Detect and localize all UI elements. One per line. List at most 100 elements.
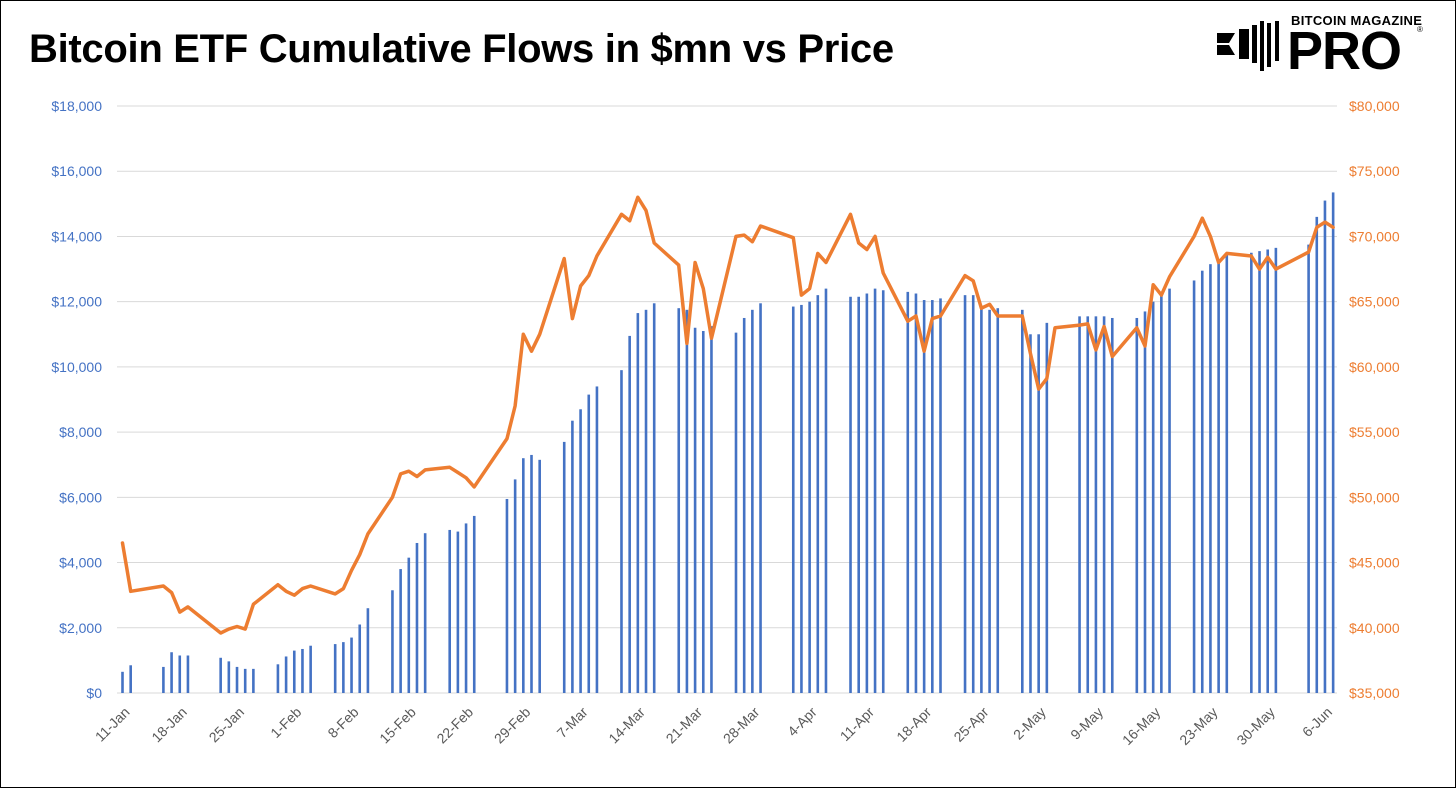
flow-bar <box>456 531 460 693</box>
flow-bar <box>391 590 394 693</box>
flow-bar <box>1086 316 1090 693</box>
flow-bar <box>939 298 942 693</box>
left-axis-tick-label: $8,000 <box>59 424 102 440</box>
right-axis-tick-label: $40,000 <box>1349 620 1400 636</box>
flow-bar <box>129 665 132 693</box>
x-axis-tick-label: 25-Jan <box>206 704 248 746</box>
flow-bar <box>1323 200 1327 694</box>
flow-bar <box>931 300 934 693</box>
flow-bar <box>693 327 697 693</box>
flow-bar <box>423 533 427 693</box>
right-axis-tick-label: $65,000 <box>1349 294 1400 310</box>
logo-registered-mark: ® <box>1417 25 1423 34</box>
flow-bar <box>1037 334 1040 693</box>
flow-bar <box>186 655 190 693</box>
flow-bar <box>1331 192 1335 694</box>
left-axis-tick-label: $2,000 <box>59 620 102 636</box>
x-axis-tick-label: 29-Feb <box>491 704 534 747</box>
flow-bar <box>620 370 623 693</box>
left-axis-tick-label: $10,000 <box>51 359 102 375</box>
flow-bar <box>873 288 877 693</box>
x-axis-tick-label: 18-Jan <box>148 704 190 746</box>
flow-bar <box>472 515 476 693</box>
flow-bar <box>1225 254 1229 693</box>
flow-bar <box>1029 334 1032 693</box>
logo-main-text: PRO <box>1287 21 1402 81</box>
flow-bar <box>1266 249 1269 693</box>
x-axis-tick-label: 21-Mar <box>663 704 706 747</box>
flow-bar <box>505 498 509 693</box>
x-axis-tick-label: 11-Jan <box>92 704 133 745</box>
flow-bar <box>1200 270 1204 693</box>
flow-bar <box>301 648 304 693</box>
flow-bar <box>881 290 885 693</box>
flow-bar <box>791 306 795 693</box>
flow-bar <box>292 650 296 693</box>
price-line <box>120 195 1335 635</box>
flow-bar <box>284 656 288 693</box>
flow-bar <box>710 326 713 693</box>
flow-bar <box>971 295 975 693</box>
left-axis-tick-label: $6,000 <box>59 489 102 505</box>
left-axis-tick-label: $18,000 <box>51 98 102 114</box>
right-axis-tick-label: $75,000 <box>1349 163 1400 179</box>
flow-bar <box>628 335 631 693</box>
flow-bar <box>914 293 918 693</box>
x-axis-tick-label: 30-May <box>1233 704 1277 748</box>
flow-bar <box>276 664 280 693</box>
x-axis-tick-label: 11-Apr <box>837 704 878 745</box>
flow-bar <box>677 308 681 693</box>
flow-bar <box>571 420 574 693</box>
x-axis-tick-label: 1-Feb <box>267 704 304 741</box>
flow-bar <box>538 459 541 693</box>
flow-bar <box>1151 301 1155 693</box>
flow-bar <box>562 441 566 693</box>
flow-bar <box>1307 244 1310 693</box>
flow-bar <box>988 309 991 693</box>
flow-bar <box>350 637 353 693</box>
flow-bar <box>342 642 345 693</box>
logo-bars-icon <box>1217 21 1279 71</box>
flow-bar <box>1110 317 1114 693</box>
flow-bar <box>407 557 411 693</box>
flow-bar <box>579 409 582 693</box>
logo-subtitle: BITCOIN MAGAZINE <box>1291 13 1423 28</box>
x-axis-tick-label: 28-Mar <box>720 704 763 747</box>
bitcoin-magazine-pro-logo: BITCOIN MAGAZINE PRO ® <box>1215 11 1429 81</box>
flow-bar <box>1135 317 1139 693</box>
x-axis-tick-label: 18-Apr <box>893 704 934 745</box>
flow-bar <box>1217 259 1220 693</box>
x-axis-tick-label: 6-Jun <box>1299 704 1335 740</box>
flow-bar <box>530 454 533 693</box>
flow-bar <box>243 668 247 693</box>
flow-bar <box>1209 264 1212 693</box>
chart-title: Bitcoin ETF Cumulative Flows in $mn vs P… <box>29 27 894 71</box>
flow-bar <box>824 288 828 693</box>
right-axis-tick-label: $50,000 <box>1349 489 1400 505</box>
flow-bar <box>587 394 591 693</box>
flow-bar <box>652 303 656 693</box>
right-axis-tick-label: $55,000 <box>1349 424 1400 440</box>
right-axis-tick-label: $60,000 <box>1349 359 1400 375</box>
x-axis-tick-label: 16-May <box>1119 704 1163 748</box>
flow-bar <box>1078 316 1081 693</box>
flow-bar <box>1250 252 1253 693</box>
flow-bar <box>170 652 173 693</box>
flow-bar <box>963 295 967 693</box>
flow-bar <box>309 645 312 693</box>
flow-bar <box>800 304 803 693</box>
left-axis-tick-label: $12,000 <box>51 294 102 310</box>
flow-bar <box>751 309 754 693</box>
x-axis-tick-label: 23-May <box>1176 704 1220 748</box>
flow-bar <box>522 458 525 693</box>
flow-bar <box>865 293 869 693</box>
flow-bar <box>1102 316 1106 693</box>
flow-bar <box>922 300 926 693</box>
flow-bar <box>1045 322 1049 693</box>
flow-bar <box>1192 280 1196 693</box>
right-axis-tick-label: $80,000 <box>1349 98 1400 114</box>
flow-bar <box>366 608 370 693</box>
flow-bar <box>808 301 811 693</box>
